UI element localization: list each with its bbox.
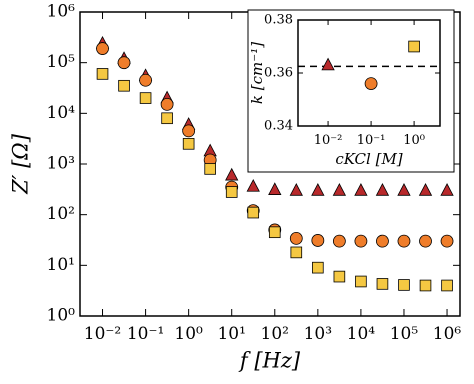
x-tick-label: 10⁻¹ <box>357 133 386 148</box>
y-tick-label: 10⁰ <box>47 306 76 326</box>
marker <box>225 167 239 181</box>
x-tick-label: 10² <box>261 324 289 344</box>
marker <box>376 234 389 248</box>
marker <box>118 79 130 92</box>
y-tick-label: 0.34 <box>264 119 293 134</box>
marker <box>354 234 368 248</box>
inset-background <box>247 9 455 173</box>
marker <box>332 234 346 248</box>
x-tick-label: 10⁰ <box>174 324 203 344</box>
marker <box>289 183 303 196</box>
y-tick-label: 0.36 <box>264 66 293 81</box>
marker <box>225 186 238 198</box>
y-tick-label: 10³ <box>47 154 75 174</box>
x-tick-label: 10⁶ <box>433 324 462 344</box>
marker <box>418 183 433 196</box>
marker <box>247 206 260 219</box>
x-tick-label: 10⁵ <box>390 324 419 344</box>
marker <box>160 98 174 111</box>
y-tick-label: 10⁴ <box>47 103 76 123</box>
marker <box>182 124 196 138</box>
marker <box>290 246 303 259</box>
x-tick-label: 10⁰ <box>403 133 425 148</box>
marker <box>246 179 260 192</box>
marker <box>139 73 152 87</box>
x-tick-label: 10⁻² <box>314 133 343 148</box>
marker <box>355 275 367 288</box>
y-axis-label: k [cm⁻¹] <box>248 42 266 104</box>
marker <box>440 183 454 196</box>
y-tick-label: 0.38 <box>264 13 293 28</box>
marker <box>333 270 346 283</box>
marker <box>441 279 453 292</box>
x-tick-label: 10⁴ <box>347 324 376 344</box>
y-tick-label: 10⁵ <box>47 52 76 72</box>
marker <box>408 40 420 53</box>
plot-frame <box>297 19 441 127</box>
marker <box>204 163 216 175</box>
x-tick-label: 10³ <box>304 324 332 344</box>
y-tick-label: 10¹ <box>47 255 75 275</box>
y-tick-label: 10² <box>47 204 75 224</box>
marker <box>376 278 389 290</box>
marker <box>96 42 109 55</box>
marker <box>311 234 325 247</box>
marker <box>139 92 152 104</box>
marker <box>161 112 173 125</box>
marker <box>398 279 410 291</box>
marker <box>321 57 335 71</box>
marker <box>419 279 432 292</box>
x-axis-label: cKCl [M] <box>335 150 402 168</box>
marker <box>117 56 131 70</box>
marker <box>311 183 325 196</box>
marker <box>397 234 411 248</box>
y-tick-label: 10⁶ <box>47 2 76 22</box>
x-tick-label: 10⁻¹ <box>127 324 164 344</box>
y-axis-label: Z′ [Ω] <box>9 133 33 195</box>
marker <box>440 234 454 248</box>
marker <box>375 183 390 196</box>
marker <box>312 261 324 274</box>
marker <box>397 183 411 196</box>
marker <box>354 183 368 196</box>
marker <box>364 77 378 90</box>
x-axis-label: f [Hz] <box>238 349 301 373</box>
marker <box>182 138 195 150</box>
marker <box>419 234 432 248</box>
marker <box>332 183 347 196</box>
marker <box>268 182 282 195</box>
marker <box>96 68 109 80</box>
marker <box>268 226 281 239</box>
marker <box>289 232 303 245</box>
x-tick-label: 10⁻² <box>84 324 121 344</box>
x-tick-label: 10¹ <box>217 324 245 344</box>
